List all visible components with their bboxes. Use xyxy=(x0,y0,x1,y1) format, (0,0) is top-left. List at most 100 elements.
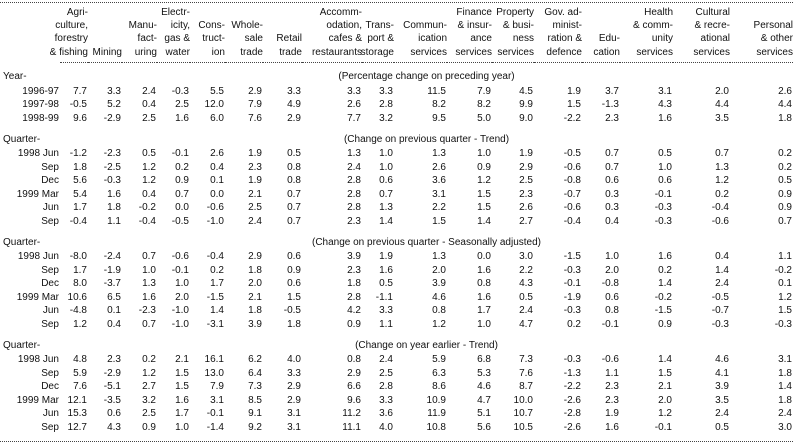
value-cell: -0.1 xyxy=(563,278,581,290)
row-label: 1998 Jun xyxy=(17,354,59,366)
row-label: Dec xyxy=(41,381,59,393)
value-cell: 2.2 xyxy=(519,264,533,276)
value-cell: 2.8 xyxy=(347,175,361,187)
value-cell: 1.3 xyxy=(347,148,361,160)
value-cell: 2.1 xyxy=(175,354,189,366)
value-cell: 5.9 xyxy=(432,354,446,366)
value-cell: 2.0 xyxy=(605,264,619,276)
value-cell: 0.4 xyxy=(107,318,121,330)
table-header: Agri-culture, forestry & fishing Mining Manu… xyxy=(0,4,793,63)
table-row: 1999 Mar 10.6 6.5 1.6 2.0 -1.5 2.1 1.5 2.8 -1.1 4.… xyxy=(0,291,793,305)
value-cell: 0.8 xyxy=(432,305,446,317)
value-cell: 0.6 xyxy=(605,291,619,303)
value-cell: 2.9 xyxy=(248,85,262,97)
column-header-line: odation, xyxy=(326,20,362,32)
value-cell: 0.9 xyxy=(142,421,156,433)
column-header-line: culture, xyxy=(55,20,88,32)
column-header-line: Health xyxy=(644,7,673,18)
value-cell: -0.3 xyxy=(654,215,672,227)
row-label: 1999 Mar xyxy=(16,394,59,406)
value-cell: 2.0 xyxy=(432,264,446,276)
value-cell: 0.0 xyxy=(175,202,189,214)
value-cell: -0.1 xyxy=(654,421,672,433)
value-cell: 1.0 xyxy=(379,161,393,173)
column-header-line: Agri- xyxy=(66,7,88,18)
table-row: 1998 Jun -1.2 -2.3 0.5 -0.1 2.6 1.9 0.5 1.3 1.0 1.… xyxy=(0,147,793,161)
value-cell: 0.7 xyxy=(287,215,301,227)
column-header-line: & fishing xyxy=(49,46,88,58)
value-cell: 1.6 xyxy=(605,421,619,433)
value-cell: 2.6 xyxy=(519,202,533,214)
table-row: 1998 Jun 4.8 2.3 0.2 2.1 16.1 6.2 4.0 0.8 2.4 5.9 6… xyxy=(0,353,793,367)
value-cell: 3.1 xyxy=(658,85,672,97)
column-header-construction: Cons-truct-ion xyxy=(190,4,225,63)
value-cell: 0.7 xyxy=(605,148,619,160)
value-cell: 6.5 xyxy=(107,291,121,303)
value-cell: -0.2 xyxy=(654,291,672,303)
value-cell: -0.6 xyxy=(601,354,619,366)
value-cell: 2.4 xyxy=(519,305,533,317)
value-cell: 1.6 xyxy=(379,264,393,276)
value-cell: 1.7 xyxy=(210,278,224,290)
value-cell: 0.2 xyxy=(175,161,189,173)
value-cell: 3.5 xyxy=(715,394,729,406)
value-cell: 8.7 xyxy=(519,381,533,393)
value-cell: 1.8 xyxy=(347,278,361,290)
value-cell: -0.2 xyxy=(774,264,792,276)
value-cell: 1.8 xyxy=(778,367,792,379)
value-cell: 16.1 xyxy=(204,354,224,366)
value-cell: 5.9 xyxy=(73,367,87,379)
value-cell: 0.7 xyxy=(605,161,619,173)
table-row: Dec 8.0 -3.7 1.3 1.0 1.7 2.0 0.6 1.8 0.5 3.9 0.8 4.3… xyxy=(0,277,793,291)
value-cell: 1.8 xyxy=(248,264,262,276)
value-cell: -2.3 xyxy=(138,305,156,317)
value-cell: 4.9 xyxy=(287,99,301,111)
value-cell: -0.3 xyxy=(711,318,729,330)
value-cell: 2.3 xyxy=(605,381,619,393)
value-cell: 0.2 xyxy=(778,148,792,160)
value-cell: 1.4 xyxy=(477,215,491,227)
value-cell: 0.5 xyxy=(142,148,156,160)
value-cell: 2.1 xyxy=(658,381,672,393)
value-cell: 6.2 xyxy=(248,354,262,366)
value-cell: 1.1 xyxy=(379,318,393,330)
value-cell: 0.2 xyxy=(567,318,581,330)
value-cell: -0.6 xyxy=(206,202,224,214)
value-cell: 0.8 xyxy=(605,305,619,317)
value-cell: 1.7 xyxy=(175,408,189,420)
value-cell: 2.9 xyxy=(347,367,361,379)
value-cell: -4.8 xyxy=(69,305,87,317)
value-cell: -0.3 xyxy=(171,85,189,97)
value-cell: -0.6 xyxy=(171,251,189,263)
value-cell: 9.5 xyxy=(432,112,446,124)
value-cell: -0.5 xyxy=(171,215,189,227)
row-label: Sep xyxy=(41,215,59,227)
value-cell: 2.7 xyxy=(519,215,533,227)
value-cell: 1.1 xyxy=(605,367,619,379)
value-cell: 4.3 xyxy=(107,421,121,433)
value-cell: 2.5 xyxy=(519,175,533,187)
value-cell: 4.7 xyxy=(519,318,533,330)
column-header-line: Trans- xyxy=(365,20,394,32)
value-cell: 0.5 xyxy=(658,148,672,160)
column-header-agriculture-forestry-fishing: Agri-culture, forestry & fishing xyxy=(50,4,88,63)
value-cell: 0.9 xyxy=(347,318,361,330)
column-header-line: & comm- xyxy=(633,20,673,32)
value-cell: 1.5 xyxy=(287,291,301,303)
value-cell: 1.6 xyxy=(107,188,121,200)
value-cell: 0.7 xyxy=(142,318,156,330)
column-header-accommodation-cafes-restaurants: Accomm-odation, cafes & restaurants xyxy=(302,4,362,63)
column-header-line: gas & xyxy=(164,33,190,45)
column-header-line: unity xyxy=(651,33,673,45)
value-cell: 2.3 xyxy=(347,264,361,276)
column-header-line: forestry xyxy=(54,33,88,45)
value-cell: 0.7 xyxy=(287,188,301,200)
value-cell: 2.4 xyxy=(778,408,792,420)
value-cell: 10.8 xyxy=(426,421,446,433)
value-cell: 9.6 xyxy=(73,112,87,124)
value-cell: 0.4 xyxy=(142,99,156,111)
value-cell: 1.6 xyxy=(658,112,672,124)
value-cell: -0.5 xyxy=(563,148,581,160)
column-header-mining: Mining xyxy=(88,4,122,63)
column-header-line: ication xyxy=(418,33,447,45)
